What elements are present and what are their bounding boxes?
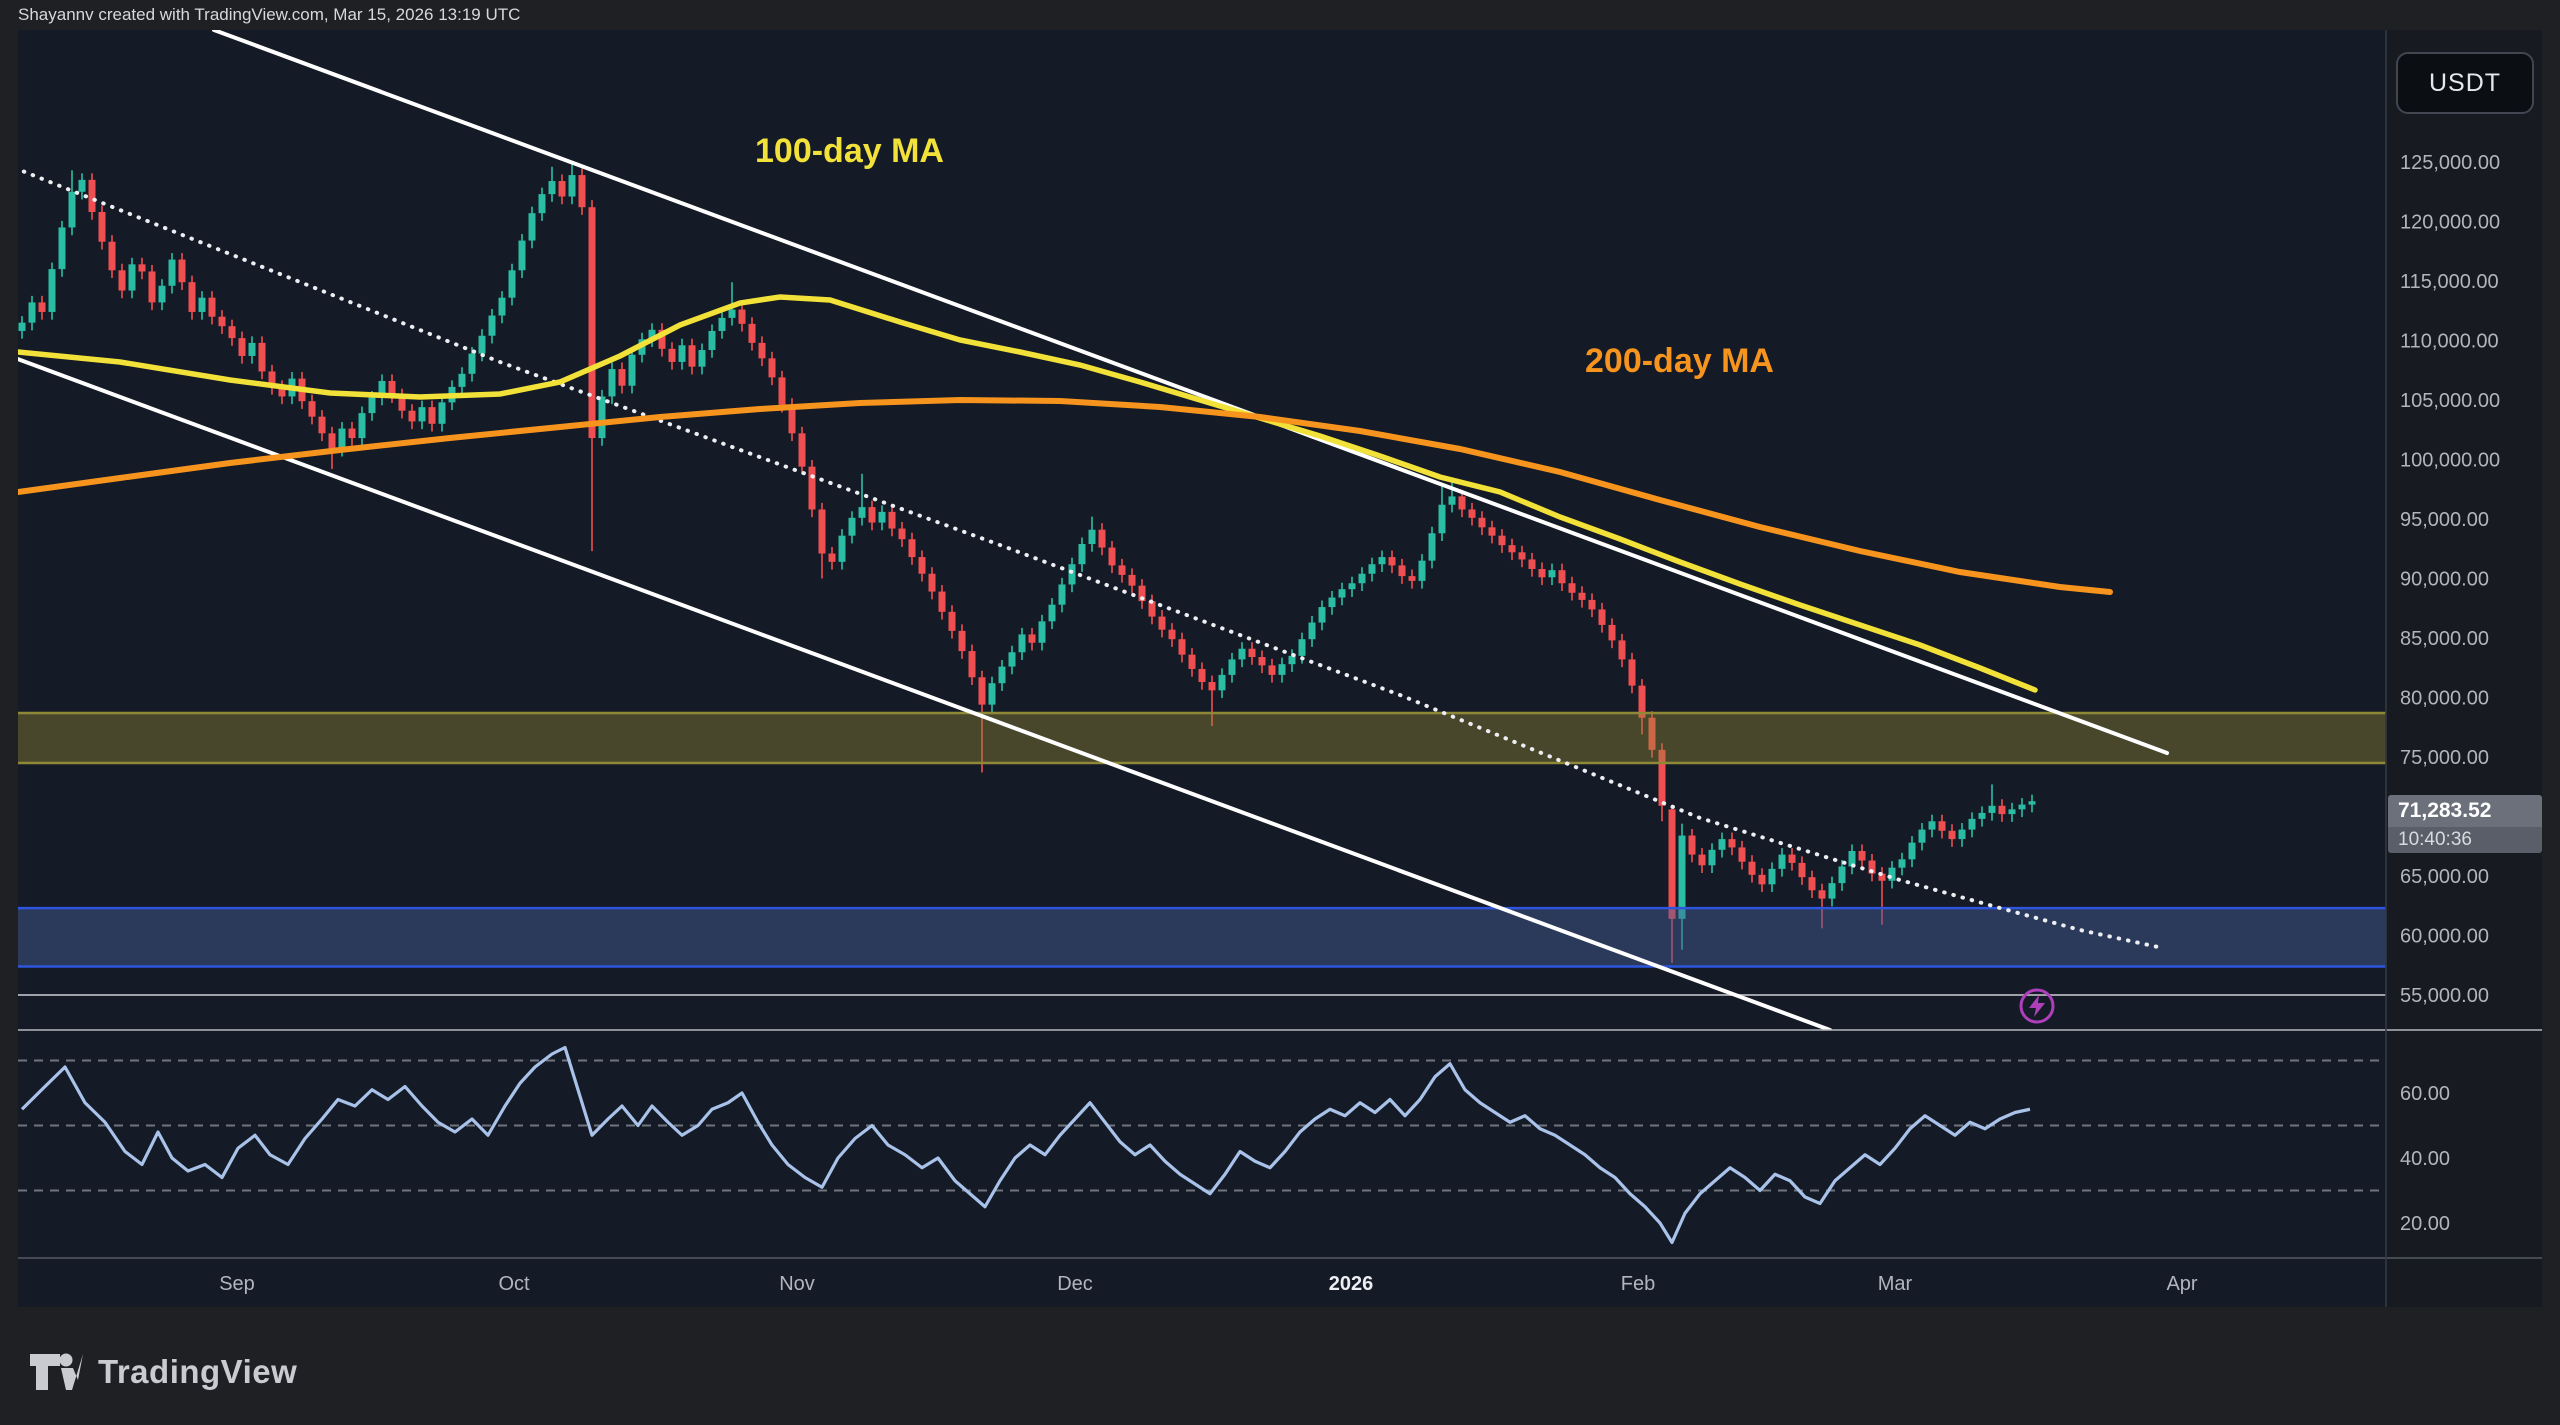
month-tick: Mar (1878, 1273, 1913, 1295)
price-tick: 75,000.00 (2400, 747, 2489, 769)
month-tick: 2026 (1329, 1273, 1374, 1295)
price-tick: 115,000.00 (2400, 271, 2499, 293)
price-tick: 90,000.00 (2400, 569, 2489, 591)
tradingview-logo-text: TradingView (98, 1353, 298, 1390)
candle-countdown: 10:40:36 (2388, 827, 2542, 853)
price-tick: 55,000.00 (2400, 985, 2489, 1007)
month-tick: Apr (2166, 1273, 2197, 1295)
tradingview-branding[interactable]: TradingView (28, 1342, 297, 1402)
price-tick: 110,000.00 (2400, 331, 2499, 353)
channel-lower-line[interactable] (15, 356, 1832, 1030)
price-tick: 65,000.00 (2400, 866, 2489, 888)
price-tick: 80,000.00 (2400, 688, 2489, 710)
instant-order-lightning-icon[interactable] (2014, 983, 2060, 1029)
last-price-value: 71,283.52 (2388, 795, 2542, 827)
currency-toggle-button[interactable]: USDT (2396, 52, 2534, 114)
candlestick-series (18, 160, 2036, 963)
channel-upper-line[interactable] (212, 30, 2169, 755)
last-price-label[interactable]: 71,283.52 10:40:36 (2388, 795, 2542, 853)
price-tick: 120,000.00 (2400, 212, 2500, 234)
support-zone (18, 906, 2386, 968)
price-scale-area[interactable] (2386, 30, 2542, 1307)
time-scale[interactable]: Sep Oct Nov Dec 2026 Feb Mar Apr (219, 1273, 2198, 1295)
ma100-line[interactable] (18, 294, 2038, 693)
ma200-label: 200-day MA (1585, 342, 1774, 380)
price-scale-ticks[interactable]: 125,000.00 120,000.00 115,000.00 110,000.00… (2400, 152, 2500, 1235)
month-tick: Oct (498, 1273, 530, 1295)
month-tick: Feb (1621, 1273, 1655, 1295)
rsi-pane[interactable] (18, 1045, 2386, 1245)
resistance-zone (18, 711, 2386, 765)
month-tick: Sep (219, 1273, 255, 1295)
tradingview-logo-icon (30, 1353, 83, 1390)
channel-midline-dotted[interactable] (15, 167, 2160, 949)
price-tick: 100,000.00 (2400, 450, 2500, 472)
price-tick: 85,000.00 (2400, 628, 2489, 650)
ma100-label: 100-day MA (755, 132, 944, 170)
price-tick: 105,000.00 (2400, 390, 2500, 412)
price-tick: 60,000.00 (2400, 926, 2489, 948)
price-tick: 95,000.00 (2400, 509, 2489, 531)
month-tick: Dec (1057, 1273, 1093, 1295)
price-pane[interactable] (15, 30, 2386, 1030)
rsi-tick: 20.00 (2400, 1213, 2450, 1235)
attribution-header: Shayannv created with TradingView.com, M… (18, 5, 521, 24)
rsi-line (20, 1045, 2031, 1245)
currency-label: USDT (2428, 68, 2502, 97)
rsi-tick: 40.00 (2400, 1148, 2450, 1170)
month-tick: Nov (779, 1273, 815, 1295)
price-tick: 125,000.00 (2400, 152, 2500, 174)
rsi-tick: 60.00 (2400, 1083, 2450, 1105)
ma200-line[interactable] (18, 396, 2113, 595)
